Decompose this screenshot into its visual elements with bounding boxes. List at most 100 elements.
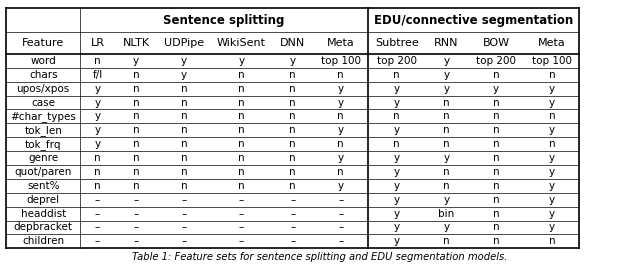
Text: Feature: Feature xyxy=(22,38,65,48)
Text: –: – xyxy=(181,195,187,205)
Text: y: y xyxy=(444,70,449,80)
Text: y: y xyxy=(549,195,555,205)
Text: y: y xyxy=(95,97,100,108)
Text: n: n xyxy=(289,125,296,135)
Text: n: n xyxy=(132,181,140,191)
Text: n: n xyxy=(289,97,296,108)
Text: n: n xyxy=(94,153,101,163)
Text: n: n xyxy=(493,125,499,135)
Text: n: n xyxy=(493,195,499,205)
Text: n: n xyxy=(238,181,245,191)
Text: n: n xyxy=(548,70,556,80)
Text: –: – xyxy=(95,209,100,219)
Text: n: n xyxy=(94,181,101,191)
Text: n: n xyxy=(493,181,499,191)
Text: n: n xyxy=(238,84,245,94)
Text: n: n xyxy=(443,111,450,121)
Text: n: n xyxy=(132,97,140,108)
Text: y: y xyxy=(239,56,244,66)
Text: –: – xyxy=(338,222,344,233)
Text: n: n xyxy=(493,97,499,108)
Text: y: y xyxy=(394,222,400,233)
Text: n: n xyxy=(180,153,188,163)
Text: n: n xyxy=(132,111,140,121)
Text: n: n xyxy=(493,236,499,246)
Text: NLTK: NLTK xyxy=(122,38,150,48)
Text: y: y xyxy=(394,97,400,108)
Text: n: n xyxy=(238,70,245,80)
Text: n: n xyxy=(443,97,450,108)
Text: children: children xyxy=(22,236,64,246)
Text: y: y xyxy=(181,56,187,66)
Text: n: n xyxy=(289,167,296,177)
Text: n: n xyxy=(180,139,188,149)
Text: top 100: top 100 xyxy=(321,56,361,66)
Text: n: n xyxy=(289,153,296,163)
Text: –: – xyxy=(338,209,344,219)
Text: –: – xyxy=(133,236,139,246)
Text: n: n xyxy=(493,222,499,233)
Text: Table 1: Feature sets for sentence splitting and EDU segmentation models.: Table 1: Feature sets for sentence split… xyxy=(132,252,508,262)
Text: y: y xyxy=(95,111,100,121)
Text: Sentence splitting: Sentence splitting xyxy=(163,14,285,26)
Text: n: n xyxy=(180,97,188,108)
Text: y: y xyxy=(444,195,449,205)
Text: y: y xyxy=(338,97,344,108)
Text: case: case xyxy=(31,97,55,108)
Text: –: – xyxy=(133,209,139,219)
Text: –: – xyxy=(239,195,244,205)
Text: UDPipe: UDPipe xyxy=(164,38,204,48)
Text: y: y xyxy=(394,181,400,191)
Text: n: n xyxy=(289,111,296,121)
Text: n: n xyxy=(337,167,344,177)
Text: –: – xyxy=(239,236,244,246)
Text: y: y xyxy=(394,84,400,94)
Text: y: y xyxy=(549,153,555,163)
Text: n: n xyxy=(238,153,245,163)
Text: n: n xyxy=(132,125,140,135)
Text: n: n xyxy=(238,125,245,135)
Text: n: n xyxy=(94,167,101,177)
Text: y: y xyxy=(493,84,499,94)
Text: y: y xyxy=(290,56,296,66)
Text: n: n xyxy=(132,167,140,177)
Text: –: – xyxy=(290,195,296,205)
Text: –: – xyxy=(133,195,139,205)
Text: n: n xyxy=(289,139,296,149)
Text: n: n xyxy=(493,111,499,121)
Text: EDU/connective segmentation: EDU/connective segmentation xyxy=(374,14,573,26)
Text: y: y xyxy=(549,125,555,135)
Text: y: y xyxy=(444,153,449,163)
Text: y: y xyxy=(549,84,555,94)
Text: –: – xyxy=(290,222,296,233)
Text: n: n xyxy=(394,111,400,121)
Text: n: n xyxy=(132,153,140,163)
Text: upos/xpos: upos/xpos xyxy=(17,84,70,94)
Text: n: n xyxy=(548,236,556,246)
Text: y: y xyxy=(394,195,400,205)
Text: tok_len: tok_len xyxy=(24,125,62,136)
Text: headdist: headdist xyxy=(20,209,66,219)
Text: y: y xyxy=(549,209,555,219)
Text: –: – xyxy=(181,209,187,219)
Text: n: n xyxy=(394,70,400,80)
Text: y: y xyxy=(338,181,344,191)
Text: top 200: top 200 xyxy=(476,56,516,66)
Text: y: y xyxy=(338,84,344,94)
Text: n: n xyxy=(180,167,188,177)
Text: deprel: deprel xyxy=(27,195,60,205)
Text: n: n xyxy=(94,56,101,66)
Text: n: n xyxy=(443,139,450,149)
Text: n: n xyxy=(238,167,245,177)
Text: n: n xyxy=(238,139,245,149)
Text: –: – xyxy=(338,195,344,205)
Text: Subtree: Subtree xyxy=(375,38,419,48)
Text: RNN: RNN xyxy=(434,38,459,48)
Text: y: y xyxy=(549,167,555,177)
Text: –: – xyxy=(338,236,344,246)
Text: BOW: BOW xyxy=(483,38,509,48)
Text: n: n xyxy=(493,153,499,163)
Text: LR: LR xyxy=(91,38,104,48)
Text: quot/paren: quot/paren xyxy=(15,167,72,177)
Text: n: n xyxy=(180,84,188,94)
